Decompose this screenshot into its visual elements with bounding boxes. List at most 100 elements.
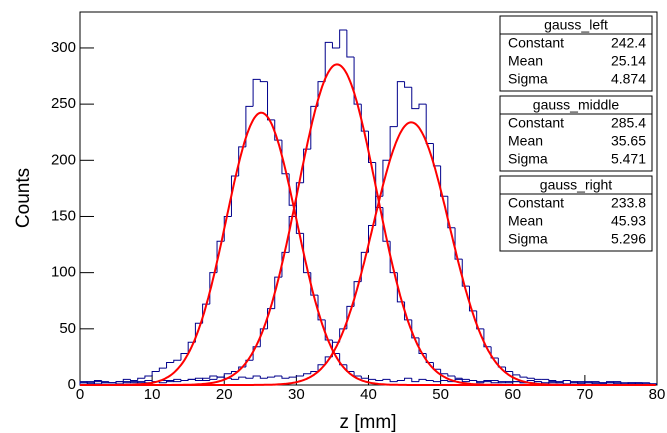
- histogram-bin: [122, 378, 131, 382]
- histogram-bin: [606, 381, 614, 383]
- histogram-bin: [497, 381, 506, 383]
- x-tick-label: 80: [649, 386, 666, 403]
- x-tick-label: 50: [432, 386, 449, 403]
- stat-label: Constant: [508, 115, 564, 131]
- histogram-bin: [346, 29, 355, 58]
- histogram-bin: [548, 379, 557, 382]
- stat-title: gauss_right: [540, 177, 612, 193]
- histogram-bin: [101, 382, 109, 384]
- stat-value: 233.8: [611, 195, 646, 211]
- histogram-bin: [339, 353, 347, 366]
- histogram-bin: [295, 182, 304, 217]
- histogram-bin: [447, 380, 456, 383]
- stat-label: Constant: [508, 35, 564, 51]
- histogram-bin: [404, 377, 412, 381]
- y-tick-label: 300: [51, 39, 76, 56]
- y-axis-label: Counts: [13, 168, 34, 228]
- histogram-bin: [252, 346, 261, 361]
- histogram-bin: [526, 377, 535, 379]
- histogram-bin: [591, 381, 600, 384]
- histogram-bin: [454, 227, 463, 260]
- histogram-bin: [569, 380, 578, 383]
- histogram-bin: [317, 295, 326, 321]
- histogram-bin: [505, 367, 513, 373]
- histogram-bin: [245, 359, 254, 368]
- histogram-bin: [490, 380, 499, 384]
- histogram-bin: [93, 381, 102, 385]
- histogram-bin: [548, 382, 557, 384]
- histogram-bin: [129, 381, 138, 383]
- histogram-bin: [216, 376, 225, 380]
- histogram-bin: [555, 380, 564, 383]
- stat-value: 285.4: [611, 115, 646, 131]
- histogram-bin: [144, 380, 153, 383]
- histogram-bin: [411, 378, 419, 383]
- histogram-bin: [577, 381, 585, 384]
- histogram-bin: [303, 373, 311, 377]
- x-tick-label: 0: [76, 386, 84, 403]
- histogram-bin: [288, 376, 297, 379]
- histogram-bin: [483, 380, 492, 382]
- histogram-bin: [259, 79, 268, 83]
- histogram-bin: [310, 371, 319, 374]
- histogram-bin: [230, 378, 239, 380]
- x-tick-label: 40: [360, 386, 377, 403]
- fit-curve: [80, 121, 656, 386]
- histogram-bin: [533, 381, 542, 383]
- histogram-bin: [418, 378, 427, 382]
- histogram-bin: [202, 378, 210, 382]
- histogram-bin: [483, 381, 492, 383]
- stat-label: Sigma: [508, 151, 548, 167]
- stat-box: [499, 95, 653, 172]
- histogram-bin: [425, 104, 434, 144]
- histogram-bin: [209, 375, 218, 379]
- histogram-bin: [173, 380, 181, 383]
- stat-value: 25.14: [611, 53, 646, 69]
- x-tick-label: 10: [144, 386, 161, 403]
- histogram-bin: [360, 104, 369, 132]
- stat-label: Sigma: [508, 71, 548, 87]
- stat-label: Mean: [508, 213, 543, 229]
- stat-value: 242.4: [611, 35, 646, 51]
- histogram-bin: [584, 381, 593, 383]
- histogram-bin: [259, 328, 268, 347]
- histogram-bin: [173, 359, 181, 363]
- histogram-bin: [562, 382, 571, 385]
- histogram-bin: [368, 378, 376, 380]
- y-tick-label: 150: [51, 207, 76, 224]
- histogram-bin: [281, 251, 290, 278]
- histogram-bin: [339, 29, 347, 48]
- histogram-bin: [353, 56, 362, 105]
- histogram-bin: [533, 378, 542, 380]
- histogram-bin: [461, 379, 470, 383]
- histogram-bin: [331, 42, 340, 49]
- histogram-bin: [368, 131, 376, 164]
- histogram-bin: [476, 380, 484, 383]
- stat-value: 4.874: [611, 71, 646, 87]
- histogram-bin: [274, 119, 282, 141]
- histogram-bin: [483, 328, 492, 348]
- histogram-bin: [238, 376, 246, 380]
- histogram-bin: [245, 377, 254, 379]
- y-tick-label: 50: [59, 320, 76, 337]
- histogram-bin: [245, 105, 254, 147]
- histogram-bin: [440, 369, 448, 375]
- y-tick-label: 0: [68, 376, 76, 393]
- stat-value: 5.296: [611, 231, 646, 247]
- histogram-bin: [606, 382, 614, 384]
- histogram-bin: [194, 377, 203, 380]
- stat-label: Mean: [508, 133, 543, 149]
- histogram-bin: [404, 81, 412, 88]
- histogram-bin: [137, 381, 145, 384]
- stat-title: gauss_middle: [533, 97, 620, 113]
- histogram-bin: [324, 319, 333, 341]
- histogram-bin: [396, 380, 405, 382]
- histogram-bin: [468, 379, 477, 382]
- histogram-bin: [303, 148, 311, 183]
- histogram-bin: [144, 375, 153, 379]
- histogram-bin: [389, 126, 398, 161]
- histogram-bin: [317, 364, 326, 372]
- histogram-bin: [86, 381, 95, 383]
- histogram-bin: [180, 353, 189, 361]
- histogram-bin: [476, 310, 484, 330]
